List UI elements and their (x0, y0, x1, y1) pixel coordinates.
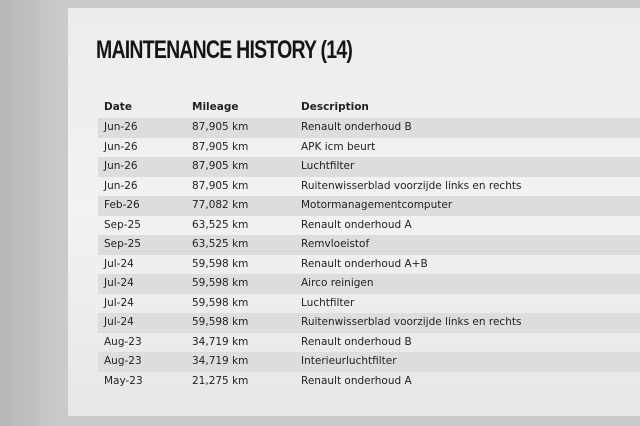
table-cell: Renault onderhoud A (301, 374, 412, 387)
table-cell: Luchtfilter (301, 296, 355, 309)
table-cell: Luchtfilter (301, 160, 355, 172)
column-header: Description (301, 101, 369, 113)
table-cell: 59,598 km (192, 257, 249, 270)
table-row: Sep-25 63,525 km Renault onderhoud A (98, 216, 640, 236)
table-cell: 87,905 km (192, 179, 249, 192)
page-title: MAINTENANCE HISTORY (14) (96, 36, 353, 64)
table-cell: Jul-24 (104, 277, 134, 289)
table-cell: Aug-23 (104, 335, 142, 348)
table-row: Jun-26 87,905 km Ruitenwisserblad voorzijd… (98, 177, 640, 197)
table-cell: Jun-26 (104, 179, 138, 192)
table-cell: 87,905 km (192, 160, 249, 172)
table-cell: 87,905 km (192, 121, 249, 133)
table-cell: Feb-26 (104, 199, 140, 211)
table-cell: 59,598 km (192, 277, 249, 289)
table-row: Aug-23 34,719 km Interieurluchtfilter (98, 352, 640, 372)
table-cell: Jun-26 (104, 160, 138, 172)
table-cell: 63,525 km (192, 238, 249, 250)
table-cell: Motormanagementcomputer (301, 199, 453, 211)
table-cell: Jun-26 (104, 140, 138, 153)
table-cell: 87,905 km (192, 140, 249, 153)
table-cell: Aug-23 (104, 355, 142, 367)
table-cell: 21,275 km (192, 374, 249, 387)
table-row: Feb-26 77,082 km Motormanagementcomputer (98, 196, 640, 216)
table-cell: 63,525 km (192, 218, 249, 231)
panel: MAINTENANCE HISTORY (14) Date Mileage Desc… (68, 8, 640, 416)
table-row: Aug-23 34,719 km Renault onderhoud B (98, 333, 640, 353)
table-cell: 34,719 km (192, 355, 249, 367)
table-cell: Renault onderhoud B (301, 335, 412, 348)
table-cell: 34,719 km (192, 335, 249, 348)
table-cell: Jul-24 (104, 257, 134, 270)
table-cell: APK icm beurt (301, 140, 376, 153)
table-cell: Jul-24 (104, 296, 134, 309)
table-row: Jun-26 87,905 km Renault onderhoud B (98, 118, 640, 138)
table-row: Sep-25 63,525 km Remvloeistof (98, 235, 640, 255)
table-row: Jul-24 59,598 km Airco reinigen (98, 274, 640, 294)
table-row: Jun-26 87,905 km Luchtfilter (98, 157, 640, 177)
table-cell: Renault onderhoud B (301, 121, 412, 133)
table-cell: Renault onderhoud A+B (301, 257, 428, 270)
column-header: Mileage (192, 101, 239, 113)
table-cell: 77,082 km (192, 199, 249, 211)
table-cell: Interieurluchtfilter (301, 355, 397, 367)
table-cell: Jun-26 (104, 121, 138, 133)
table-cell: Remvloeistof (301, 238, 370, 250)
table-row: Jul-24 59,598 km Ruitenwisserblad voorzijd… (98, 313, 640, 333)
table-cell: Sep-25 (104, 238, 141, 250)
maintenance-table: Date Mileage Description Jun-26 87,905 km Ren… (98, 98, 640, 391)
table-cell: 59,598 km (192, 316, 249, 328)
table-cell: Airco reinigen (301, 277, 374, 289)
table-cell: Ruitenwisserblad voorzijde links en rech… (301, 316, 522, 328)
table-cell: 59,598 km (192, 296, 249, 309)
table-row: May-23 21,275 km Renault onderhoud A (98, 372, 640, 392)
table-cell: Sep-25 (104, 218, 141, 231)
table-cell: Renault onderhoud A (301, 218, 412, 231)
header-row: Date Mileage Description (98, 98, 640, 118)
table-cell: May-23 (104, 374, 143, 387)
column-header: Date (104, 101, 132, 113)
table-row: Jul-24 59,598 km Luchtfilter (98, 294, 640, 314)
table-row: Jul-24 59,598 km Renault onderhoud A+B (98, 255, 640, 275)
table-cell: Ruitenwisserblad voorzijde links en rech… (301, 179, 522, 192)
table-row: Jun-26 87,905 km APK icm beurt (98, 138, 640, 158)
table-cell: Jul-24 (104, 316, 134, 328)
